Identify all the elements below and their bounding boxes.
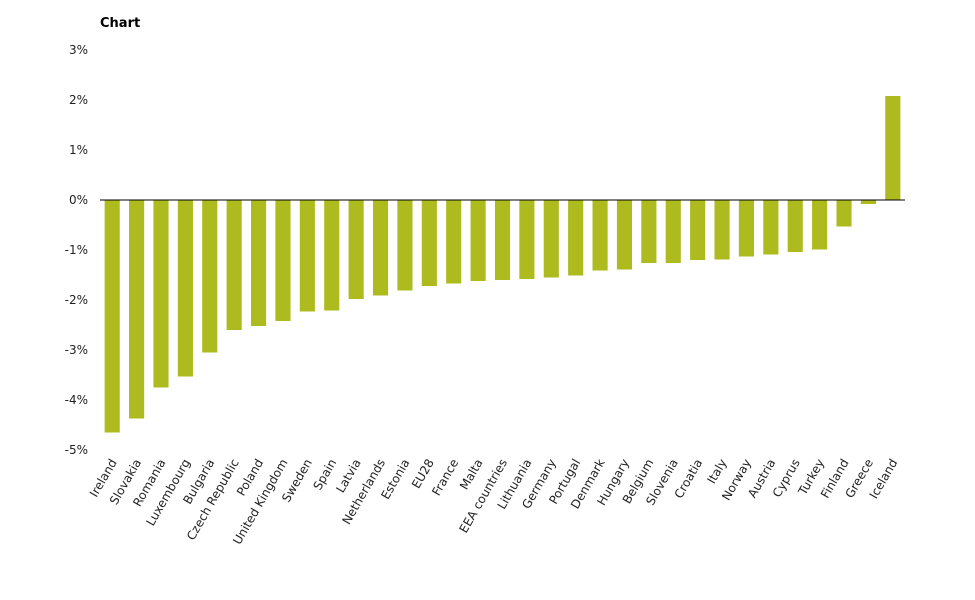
bar	[494, 200, 511, 280]
bar	[543, 200, 559, 278]
bar	[519, 200, 535, 279]
bar	[690, 200, 706, 260]
y-tick-label: 3%	[69, 43, 88, 57]
chart-title: Chart	[100, 16, 141, 31]
bar	[397, 200, 413, 291]
y-tick-label: -3%	[65, 343, 88, 357]
y-tick-label: -1%	[65, 243, 88, 257]
bars-group	[104, 96, 901, 433]
bar	[275, 200, 291, 321]
x-axis-labels: IrelandSlovakiaRomaniaLuxembourgBulgaria…	[87, 456, 900, 546]
bar	[324, 200, 340, 311]
y-tick-label: 1%	[69, 143, 88, 157]
bar	[787, 200, 803, 252]
y-tick-label: -4%	[65, 393, 88, 407]
y-axis: 3% 2% 1% 0% -1% -2% -3% -4% -5%	[65, 43, 88, 457]
bar	[763, 200, 779, 255]
x-tick-label: Italy	[704, 457, 729, 487]
bar	[836, 200, 852, 227]
bar	[348, 200, 364, 299]
bar	[250, 200, 267, 326]
bar	[470, 200, 486, 281]
bar	[592, 200, 608, 271]
y-tick-label: 0%	[69, 193, 88, 207]
y-tick-label: 2%	[69, 93, 88, 107]
bar	[153, 200, 169, 388]
bar	[738, 200, 755, 257]
bar	[885, 96, 901, 200]
y-tick-label: -2%	[65, 293, 88, 307]
bar	[812, 200, 828, 250]
bar	[299, 200, 315, 312]
bar	[177, 200, 193, 377]
bar	[446, 200, 462, 284]
y-tick-label: -5%	[65, 443, 88, 457]
bar	[665, 200, 681, 263]
bar	[226, 200, 242, 330]
bar	[568, 200, 584, 276]
bar	[104, 200, 120, 433]
bar	[129, 200, 145, 419]
bar	[641, 200, 657, 263]
bar	[714, 200, 730, 260]
bar	[860, 200, 876, 204]
bar	[372, 200, 389, 296]
bar	[202, 200, 218, 353]
bar	[421, 200, 437, 286]
bar	[616, 200, 633, 270]
